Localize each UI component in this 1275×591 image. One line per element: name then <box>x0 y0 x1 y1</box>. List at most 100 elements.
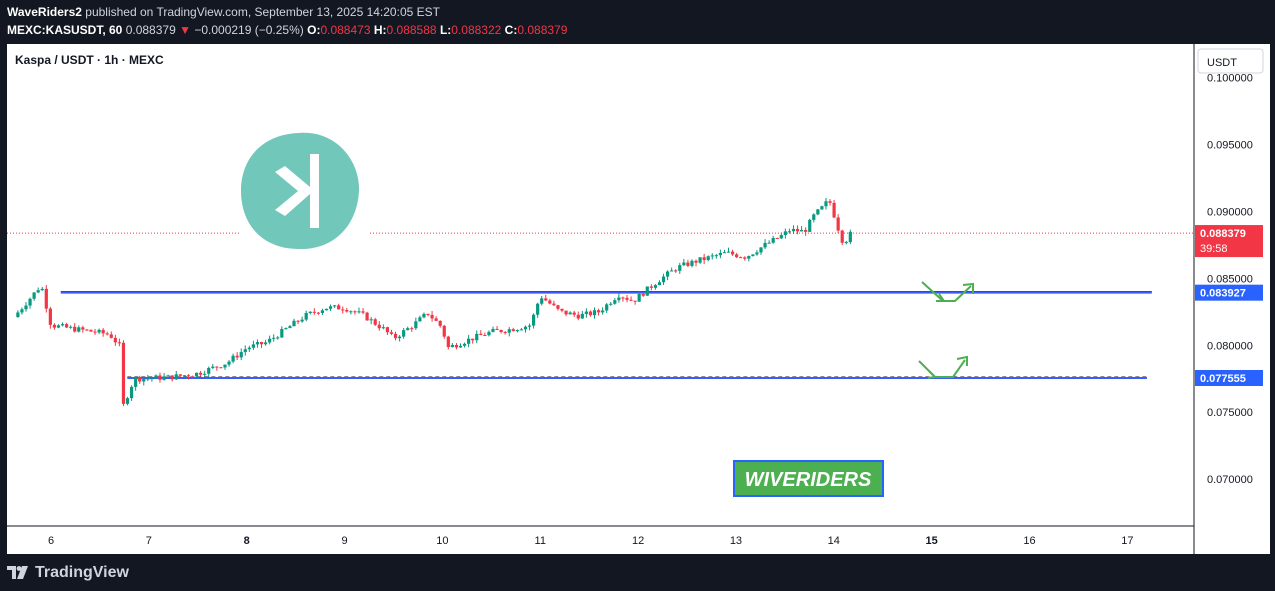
candle-body <box>613 300 617 304</box>
plot-area[interactable] <box>7 44 1194 527</box>
candle-body <box>568 312 572 315</box>
tradingview-brand[interactable]: TradingView <box>7 563 129 583</box>
time-tick-label: 10 <box>436 535 448 547</box>
candle-body <box>527 325 532 327</box>
candles-group <box>16 198 852 407</box>
symbol-label: MEXC:KASUSDT, 60 <box>7 23 123 37</box>
candle-body <box>312 311 316 313</box>
candle-body <box>702 257 706 261</box>
candle-body <box>552 303 556 306</box>
candle-body <box>523 326 528 330</box>
candle-body <box>832 202 836 218</box>
candle-body <box>775 238 779 240</box>
candle-body <box>844 242 848 244</box>
candle-body <box>263 342 268 345</box>
candle-body <box>515 330 519 332</box>
candle-body <box>16 312 20 318</box>
open-label: O: <box>307 23 321 37</box>
candle-body <box>678 265 682 271</box>
candle-body <box>722 252 727 254</box>
bounce-arrow-icon <box>918 355 968 379</box>
candle-body <box>462 343 467 346</box>
candle-body <box>820 206 824 210</box>
candle-body <box>316 312 320 314</box>
candle-body <box>385 327 390 333</box>
support-levels <box>60 291 1152 379</box>
candle-body <box>560 308 564 311</box>
candle-body <box>304 313 308 320</box>
candle-body <box>73 326 77 332</box>
high-label: H: <box>373 23 387 37</box>
candle-body <box>544 298 548 301</box>
wiveriders-label: WIVERIDERS <box>745 469 872 491</box>
bounce-arrow-icon <box>921 281 974 302</box>
candle-body <box>142 378 146 382</box>
currency-button[interactable]: USDT <box>1197 48 1264 74</box>
candle-body <box>637 293 641 302</box>
candle-body <box>377 324 381 329</box>
low-label: L: <box>439 23 452 37</box>
time-tick-label: 7 <box>146 535 152 547</box>
candle-body <box>174 374 178 380</box>
candle-body <box>848 231 852 243</box>
tradingview-logo-icon <box>7 566 28 579</box>
candle-body <box>268 338 272 343</box>
candle-body <box>337 305 341 310</box>
candle-body <box>186 375 191 377</box>
candle-body <box>101 329 105 334</box>
candle-body <box>109 334 113 338</box>
candle-body <box>89 329 93 332</box>
candle-body <box>341 309 345 311</box>
candle-body <box>588 311 593 316</box>
current-price-label: 0.088379 <box>1200 228 1246 240</box>
high-value: 0.088588 <box>386 23 437 37</box>
candle-body <box>548 300 552 304</box>
candle-body <box>48 308 52 325</box>
candle-body <box>410 328 414 330</box>
candle-body <box>686 262 690 266</box>
candle-body <box>645 286 649 296</box>
candle-body <box>454 345 459 348</box>
candle-body <box>255 342 260 345</box>
candle-body <box>450 345 454 348</box>
candle-body <box>657 282 662 286</box>
chart-title: Kaspa / USDT · 1h · MEXC <box>15 53 164 67</box>
candle-body <box>345 310 349 312</box>
candle-body <box>751 254 755 256</box>
candle-body <box>816 209 820 215</box>
candle-body <box>601 310 605 313</box>
candle-body <box>32 292 36 299</box>
ohlc-line: MEXC:KASUSDT, 60 0.088379 ▼ −0.000219 (−… <box>7 23 567 37</box>
candle-body <box>605 304 609 311</box>
candle-body <box>105 333 109 335</box>
candle-body <box>158 375 162 380</box>
candle-body <box>44 288 48 309</box>
candle-body <box>787 231 792 233</box>
close-value: 0.088379 <box>517 23 568 37</box>
candle-body <box>670 270 674 272</box>
time-tick-label: 14 <box>828 535 840 547</box>
published-text: published on TradingView.com, September … <box>85 5 440 19</box>
price-tags: 0.083927 0.077555 0.088379 39:58 <box>1195 225 1263 386</box>
candle-body <box>556 305 560 309</box>
candle-body <box>121 342 126 404</box>
candle-body <box>479 333 483 336</box>
candle-body <box>134 377 138 387</box>
price-chart[interactable]: Kaspa / USDT · 1h · MEXC USDT 0.1000000.… <box>7 44 1270 554</box>
candle-body <box>531 314 536 326</box>
tradingview-wordmark: TradingView <box>35 564 129 581</box>
candle-body <box>767 242 771 244</box>
candle-body <box>52 324 57 328</box>
price-tick-label: 0.075000 <box>1207 407 1253 419</box>
chart-panel[interactable]: Kaspa / USDT · 1h · MEXC USDT 0.100000 0.… <box>7 44 1270 554</box>
candle-body <box>154 375 158 379</box>
bar-countdown: 39:58 <box>1200 243 1228 255</box>
candle-body <box>357 311 361 313</box>
candle-body <box>580 313 584 319</box>
candle-body <box>674 270 678 272</box>
publisher-name[interactable]: WaveRiders2 <box>7 5 82 19</box>
candle-body <box>828 201 832 203</box>
candle-body <box>166 375 170 377</box>
candle-body <box>812 214 816 220</box>
time-tick-label: 13 <box>730 535 742 547</box>
